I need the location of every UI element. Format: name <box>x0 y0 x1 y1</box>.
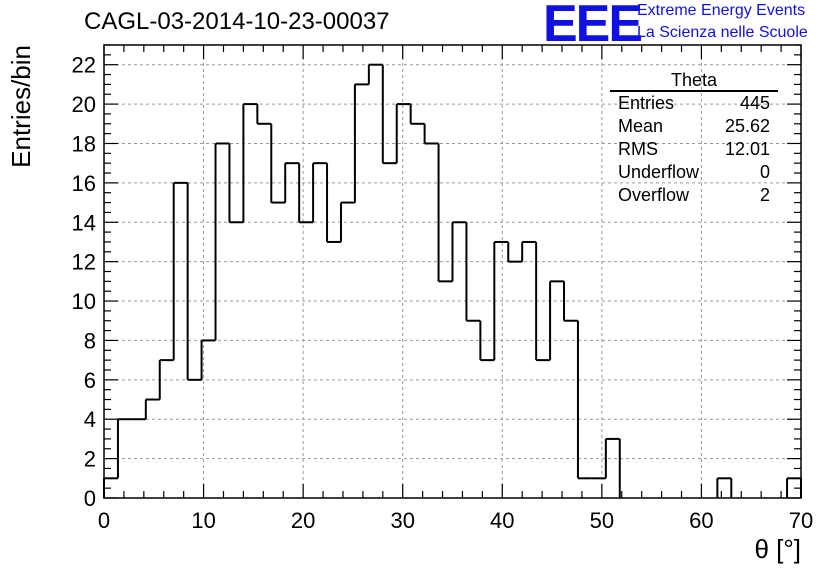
y-tick-label: 18 <box>72 131 96 156</box>
chart-title: CAGL-03-2014-10-23-00037 <box>84 8 390 35</box>
eee-logo: EEE <box>543 0 643 53</box>
x-tick-label: 10 <box>191 508 215 533</box>
stats-row-overflow: Overflow 2 <box>610 184 778 207</box>
x-tick-label: 30 <box>390 508 414 533</box>
y-tick-label: 16 <box>72 171 96 196</box>
x-tick-label: 20 <box>291 508 315 533</box>
x-tick-label: 40 <box>490 508 514 533</box>
stats-row-mean: Mean 25.62 <box>610 115 778 138</box>
stats-row-entries: Entries 445 <box>610 92 778 115</box>
logo-line-2: La Scienza nelle Scuole <box>637 24 808 41</box>
stats-value: 2 <box>759 185 770 205</box>
stats-value: 12.01 <box>724 139 770 159</box>
x-axis-label: θ [°] <box>754 534 801 564</box>
y-tick-label: 6 <box>84 368 96 393</box>
x-tick-label: 0 <box>98 508 110 533</box>
x-tick-label: 60 <box>689 508 713 533</box>
x-tick-label: 70 <box>789 508 813 533</box>
y-axis-label: Entries/bin <box>6 45 36 168</box>
stats-value: 25.62 <box>724 116 770 136</box>
y-tick-label: 2 <box>84 447 96 472</box>
stats-label: Mean <box>618 116 664 136</box>
y-tick-label: 0 <box>84 486 96 511</box>
y-tick-label: 12 <box>72 250 96 275</box>
stats-row-underflow: Underflow 0 <box>610 161 778 184</box>
y-tick-label: 4 <box>84 407 96 432</box>
y-tick-label: 14 <box>72 210 96 235</box>
stats-box: Theta Entries 445 Mean 25.62 RMS 12.01 U… <box>610 70 778 207</box>
x-tick-label: 50 <box>590 508 614 533</box>
stats-title: Theta <box>610 70 778 92</box>
y-tick-label: 10 <box>72 289 96 314</box>
stats-label: Underflow <box>618 162 700 182</box>
stats-value: 0 <box>759 162 770 182</box>
stats-row-rms: RMS 12.01 <box>610 138 778 161</box>
stats-value: 445 <box>739 93 770 113</box>
stats-label: Overflow <box>618 185 690 205</box>
y-tick-label: 20 <box>72 92 96 117</box>
y-tick-label: 8 <box>84 328 96 353</box>
stats-label: Entries <box>618 93 675 113</box>
y-tick-label: 22 <box>72 53 96 78</box>
logo-line-1: Extreme Energy Events <box>637 2 806 19</box>
stats-label: RMS <box>618 139 658 159</box>
